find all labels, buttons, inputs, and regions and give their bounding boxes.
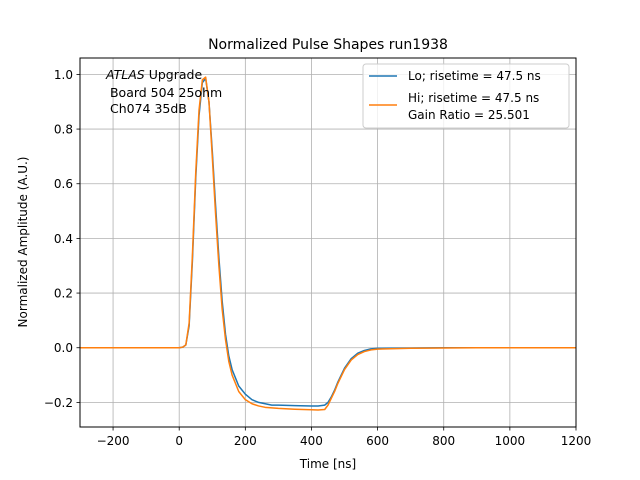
x-tick-label: 400 (300, 434, 323, 448)
y-tick-label: 0.6 (54, 177, 73, 191)
legend-box (362, 63, 570, 129)
legend: Lo; risetime = 47.5 ns Hi; risetime = 47.… (362, 63, 570, 129)
x-axis-label: Time [ns] (299, 457, 356, 471)
y-tick-label: 1.0 (54, 68, 73, 82)
chart-title: Normalized Pulse Shapes run1938 (208, 37, 448, 53)
y-tick-label: 0.0 (54, 341, 73, 355)
annotation-atlas: ATLAS (105, 67, 145, 82)
x-tick-label: 1200 (561, 434, 592, 448)
y-tick-label: 0.2 (54, 287, 73, 301)
y-axis-label: Normalized Amplitude (A.U.) (16, 157, 30, 328)
x-tick-label: 0 (175, 434, 183, 448)
x-tick-label: 600 (366, 434, 389, 448)
annotation-upgrade: Upgrade (145, 67, 203, 82)
legend-label-lo: Lo; risetime = 47.5 ns (408, 69, 541, 83)
x-tick-label: 1000 (495, 434, 526, 448)
ticks: −200 0 200 400 600 800 1000 1200 −0.2 0.0 0.2 0.4 0.… (44, 68, 591, 448)
x-tick-label: 200 (234, 434, 257, 448)
annotation-line-2: Board 504 25ohm (106, 85, 222, 100)
series-layer (80, 76, 576, 411)
y-tick-label: 0.8 (54, 123, 73, 137)
x-tick-label: 800 (432, 434, 455, 448)
legend-label-hi: Hi; risetime = 47.5 ns (408, 91, 539, 105)
x-tick-label: −200 (97, 434, 130, 448)
annotation-line-3: Ch074 35dB (106, 101, 187, 116)
y-tick-label: 0.4 (54, 232, 73, 246)
series-line-hi (80, 76, 576, 411)
annotation-line-1: ATLAS Upgrade (105, 67, 202, 82)
plot-frame (79, 57, 577, 428)
legend-label-hi: Gain Ratio = 25.501 (408, 108, 530, 122)
y-tick-label: −0.2 (44, 396, 73, 410)
